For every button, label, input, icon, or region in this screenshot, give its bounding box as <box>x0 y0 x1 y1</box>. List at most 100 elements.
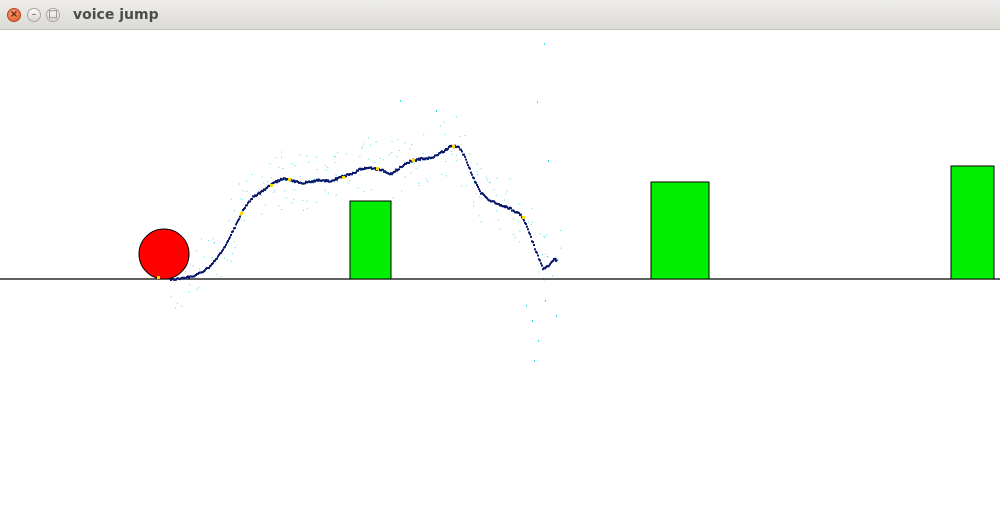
trace-dot <box>544 267 546 270</box>
noise-dot <box>293 189 295 191</box>
trace-dot <box>243 207 245 210</box>
obstacle-3 <box>950 165 995 280</box>
trace-dot <box>212 262 214 265</box>
noise-dot <box>263 183 265 185</box>
trace-dot <box>461 150 463 153</box>
noise-dot <box>207 240 209 242</box>
trace-dot <box>479 190 481 193</box>
noise-dot <box>299 175 301 177</box>
noise-dot <box>504 199 506 201</box>
noise-dot <box>465 185 467 187</box>
trace-dot <box>470 171 472 174</box>
trace-dot <box>262 190 264 193</box>
noise-dot <box>342 174 343 176</box>
noise-dot <box>418 185 420 186</box>
noise-dot <box>496 210 498 212</box>
noise-dot <box>441 174 443 175</box>
noise-dot <box>537 101 538 103</box>
noise-dot <box>239 198 241 200</box>
noise-dot <box>328 192 330 194</box>
noise-dot <box>443 121 445 123</box>
noise-dot <box>398 149 400 151</box>
noise-dot <box>451 153 453 155</box>
trace-dot <box>525 223 527 226</box>
noise-dot <box>242 198 243 200</box>
trace-dot <box>275 180 277 182</box>
player-ball <box>138 228 190 280</box>
noise-dot <box>542 254 543 256</box>
trace-dot <box>460 148 462 151</box>
pitch-marker <box>270 184 273 187</box>
trace-dot <box>465 158 467 161</box>
noise-dot <box>199 268 200 270</box>
noise-dot <box>363 190 365 192</box>
noise-dot <box>275 157 277 159</box>
noise-dot <box>423 134 425 136</box>
noise-dot <box>282 168 284 169</box>
pitch-marker <box>452 145 455 148</box>
trace-dot <box>403 163 405 166</box>
noise-dot <box>456 116 457 118</box>
trace-dot <box>540 262 542 265</box>
trace-dot <box>477 186 479 188</box>
trace-dot <box>508 207 510 210</box>
trace-dot <box>534 248 536 251</box>
trace-dot <box>357 169 359 172</box>
noise-dot <box>347 182 349 184</box>
trace-dot <box>237 219 239 222</box>
trace-dot <box>433 156 435 159</box>
minimize-button[interactable]: – <box>27 8 41 22</box>
obstacle-1 <box>349 200 392 280</box>
trace-dot <box>503 205 505 208</box>
trace-dot <box>232 230 234 233</box>
noise-dot <box>544 236 546 238</box>
noise-dot <box>473 201 475 203</box>
noise-dot <box>251 173 253 175</box>
noise-dot <box>327 166 329 168</box>
noise-dot <box>375 141 377 143</box>
trace-dot <box>216 257 218 260</box>
maximize-button[interactable]: □ <box>46 8 60 22</box>
trace-dot <box>536 251 538 254</box>
noise-dot <box>370 189 372 191</box>
trace-dot <box>185 277 187 280</box>
trace-dot <box>524 221 526 224</box>
noise-dot <box>230 260 232 262</box>
trace-dot <box>210 264 212 267</box>
game-canvas[interactable] <box>0 30 1000 523</box>
close-button[interactable]: × <box>7 8 21 22</box>
trace-dot <box>415 159 417 162</box>
noise-dot <box>480 221 482 223</box>
trace-dot <box>274 181 276 184</box>
noise-dot <box>544 43 545 45</box>
trace-dot <box>355 171 357 174</box>
trace-dot <box>235 223 237 226</box>
trace-dot <box>260 190 262 193</box>
noise-dot <box>445 175 447 177</box>
trace-dot <box>468 166 470 169</box>
noise-dot <box>314 178 315 180</box>
noise-dot <box>228 220 230 222</box>
noise-dot <box>410 172 412 174</box>
obstacle-2 <box>650 181 710 280</box>
noise-dot <box>547 256 549 258</box>
trace-dot <box>498 203 500 206</box>
noise-dot <box>480 168 482 170</box>
title-bar: × – □ voice jump <box>0 0 1000 30</box>
trace-dot <box>526 225 528 228</box>
noise-dot <box>479 196 481 198</box>
noise-dot <box>324 165 326 167</box>
trace-dot <box>221 250 223 253</box>
trace-dot <box>264 188 266 191</box>
noise-dot <box>285 197 287 199</box>
trace-dot <box>230 234 232 236</box>
trace-dot <box>242 209 244 212</box>
trace-dot <box>520 213 522 216</box>
trace-dot <box>552 259 554 262</box>
trace-dot <box>246 204 248 207</box>
trace-dot <box>293 179 295 182</box>
noise-dot <box>464 135 466 136</box>
pitch-marker <box>376 167 379 170</box>
noise-dot <box>411 144 413 145</box>
noise-dot <box>370 144 371 146</box>
